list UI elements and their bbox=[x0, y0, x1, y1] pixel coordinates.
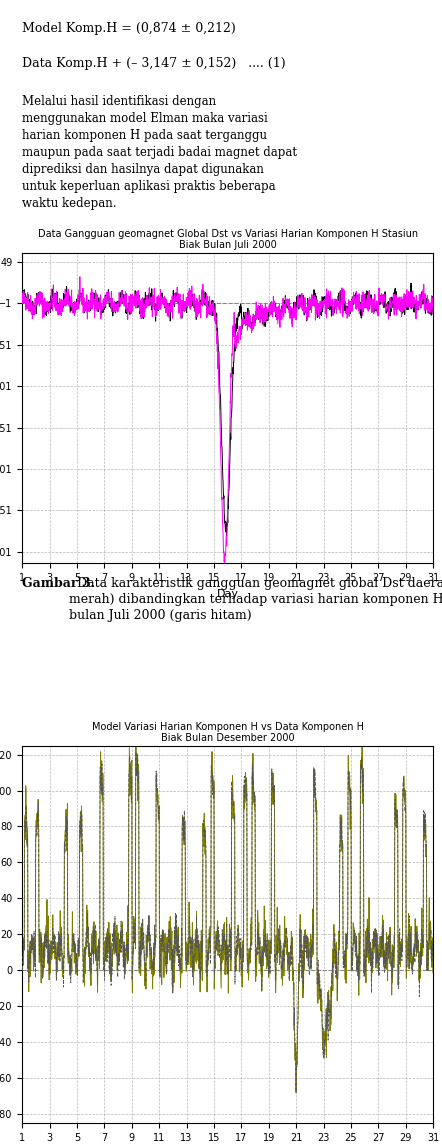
Title: Model Variasi Harian Komponen H vs Data Komponen H
Biak Bulan Desember 2000: Model Variasi Harian Komponen H vs Data … bbox=[91, 722, 364, 744]
Text: Data Komp.H + (– 3,147 ± 0,152)   .... (1): Data Komp.H + (– 3,147 ± 0,152) .... (1) bbox=[22, 57, 286, 70]
Title: Data Gangguan geomagnet Global Dst vs Variasi Harian Komponen H Stasiun
Biak Bul: Data Gangguan geomagnet Global Dst vs Va… bbox=[38, 229, 418, 251]
Text: Model Komp.H = (0,874 ± 0,212): Model Komp.H = (0,874 ± 0,212) bbox=[22, 22, 236, 34]
Text: Data karakteristik gangguan geomagnet global Dst daerah ekuator (garis
merah) di: Data karakteristik gangguan geomagnet gl… bbox=[69, 576, 442, 622]
X-axis label: Day: Day bbox=[217, 589, 239, 598]
Text: Melalui hasil identifikasi dengan
menggunakan model Elman maka variasi
harian ko: Melalui hasil identifikasi dengan menggu… bbox=[22, 95, 297, 210]
Text: Gambar 3.: Gambar 3. bbox=[22, 576, 95, 590]
